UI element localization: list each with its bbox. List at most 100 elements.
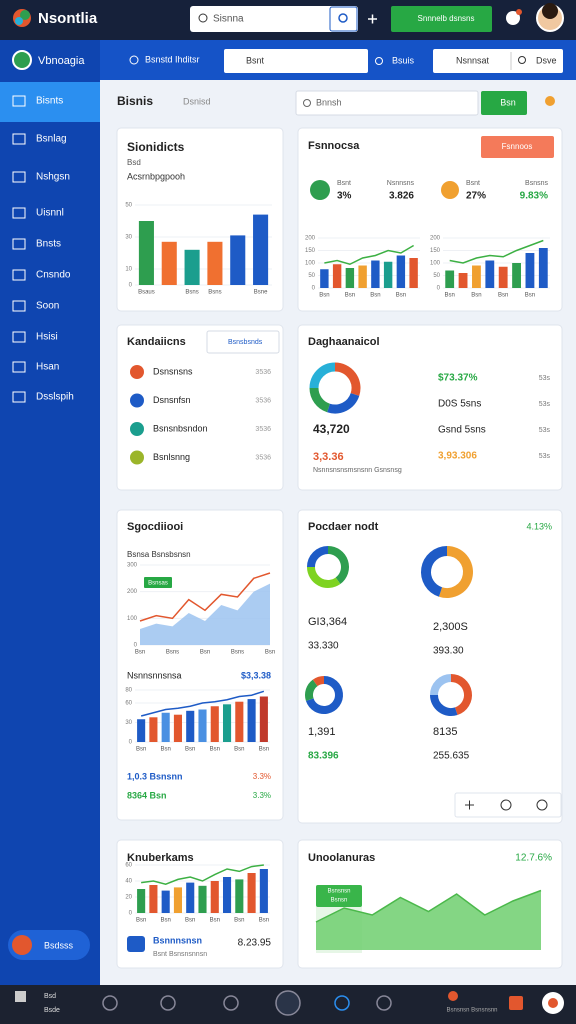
x-tick-label: Bsn — [234, 918, 244, 924]
stat-label: Bsnsns — [525, 180, 548, 187]
x-tick-label: Bsn — [445, 293, 455, 299]
subtitle: Bsnsa Bsnsbsnsn — [127, 550, 191, 559]
input[interactable] — [224, 49, 368, 73]
bar — [332, 264, 342, 288]
item-icon — [130, 422, 144, 436]
y-tick-label: 100 — [430, 261, 441, 267]
nav-icon — [12, 207, 26, 219]
nav-icon — [12, 95, 26, 107]
nav-icon — [376, 995, 392, 1011]
bar — [186, 710, 195, 742]
search-button[interactable] — [329, 6, 358, 32]
item-name[interactable]: Bsnsnbsndon — [153, 423, 208, 433]
y-tick-label: 0 — [129, 283, 133, 289]
logo — [20, 10, 30, 20]
y-tick-label: 100 — [305, 261, 316, 267]
bar — [371, 260, 380, 288]
search-box[interactable] — [206, 330, 280, 354]
nav-item[interactable]: Bnsts — [36, 239, 61, 250]
label: Bsnnnsnsn — [153, 935, 202, 945]
x-tick-label: Bsn — [319, 293, 329, 299]
nav-icon — [12, 238, 26, 250]
nav-item[interactable]: Hsan — [36, 362, 59, 373]
x-tick-label: Bsn — [471, 293, 481, 299]
x-tick-label: Bsn — [136, 747, 146, 753]
bar — [472, 265, 481, 288]
action-button[interactable] — [391, 6, 492, 32]
y-tick-label: 20 — [125, 895, 132, 901]
nav-label[interactable]: Bsde — [44, 1007, 60, 1014]
search-box[interactable] — [190, 6, 358, 32]
bar — [186, 882, 195, 913]
nav-item[interactable]: Uisnnl — [36, 208, 64, 219]
status: Bsnsnsn Bsnsnsnn — [446, 1008, 497, 1014]
item-name[interactable]: Dsnsnfsn — [153, 395, 191, 405]
nav-item[interactable]: Cnsndo — [36, 270, 71, 281]
footer-icon — [12, 935, 32, 955]
nav-label[interactable]: Bsd — [44, 993, 56, 1000]
nav-icon — [12, 171, 26, 183]
row-value: 53s — [539, 453, 551, 460]
donut-slice — [309, 387, 331, 413]
y-tick-label: 60 — [125, 863, 132, 869]
item-icon — [130, 365, 144, 379]
change: 12.7.6% — [515, 853, 552, 864]
row-value: 53s — [539, 401, 551, 408]
button[interactable] — [481, 136, 554, 158]
x-tick-label: Bsn — [161, 918, 171, 924]
nav-icon — [12, 133, 26, 145]
nav-item[interactable]: Bisnts — [36, 96, 63, 107]
nav-item[interactable]: Bsnlag — [36, 134, 67, 145]
card-title: Daghaanaicol — [308, 336, 380, 348]
row-label: D0S 5sns — [438, 399, 481, 410]
sidebar-active[interactable] — [0, 82, 100, 122]
trend-line — [449, 239, 544, 264]
item-name[interactable]: Dsnsnsns — [153, 366, 193, 376]
badge: Bsnsnsn — [327, 889, 350, 895]
tab[interactable]: Dsnisd — [183, 96, 211, 106]
card-title: Fsnnocsa — [308, 140, 360, 152]
stat-value: 27% — [466, 191, 486, 202]
x-tick-label: Bsn — [265, 650, 275, 656]
footer-label: Bsdsss — [44, 940, 74, 950]
bar — [512, 263, 521, 288]
card — [116, 324, 284, 491]
search-box[interactable] — [295, 90, 479, 116]
donut-slice — [438, 546, 473, 598]
nav-item[interactable]: Nshgsn — [36, 172, 70, 183]
item-name[interactable]: Bsnlsnng — [153, 452, 190, 462]
y-tick-label: 0 — [134, 643, 138, 649]
shield-icon — [536, 799, 548, 811]
location-icon — [129, 55, 139, 65]
donut-slice — [309, 362, 336, 389]
donut-value: 2,300S — [433, 621, 468, 633]
nav-item[interactable]: Dsslspih — [36, 392, 74, 403]
x-tick-label: Bsaus — [138, 290, 155, 296]
search-text: Bnnsh — [316, 97, 342, 107]
y-tick-label: 300 — [127, 563, 138, 569]
search-icon — [198, 13, 208, 23]
add-icon[interactable] — [368, 14, 377, 24]
tab[interactable]: Bisnis — [117, 94, 153, 108]
avatar-hair — [542, 3, 558, 19]
y-tick-label: 10 — [125, 267, 132, 273]
y-tick-label: 150 — [430, 248, 441, 254]
bar — [259, 696, 268, 742]
bar — [137, 719, 146, 742]
select[interactable] — [433, 49, 563, 73]
donut-slice — [334, 362, 361, 396]
donut-slice — [450, 674, 472, 715]
location: Bsnstd Ihditsr — [145, 54, 200, 64]
status-icon — [448, 991, 458, 1001]
workspace: Vbnoagia — [38, 55, 85, 67]
bar — [222, 704, 232, 742]
x-tick-label: Bsn — [259, 747, 269, 753]
button[interactable] — [481, 91, 527, 115]
donut-sub: 255.635 — [433, 751, 470, 762]
highlight: 3,3.36 — [313, 451, 344, 463]
nav-item[interactable]: Soon — [36, 301, 59, 312]
add-icon[interactable] — [465, 800, 474, 810]
card — [297, 509, 563, 824]
nav-item[interactable]: Hsisi — [36, 332, 58, 343]
app-icon — [509, 996, 523, 1010]
